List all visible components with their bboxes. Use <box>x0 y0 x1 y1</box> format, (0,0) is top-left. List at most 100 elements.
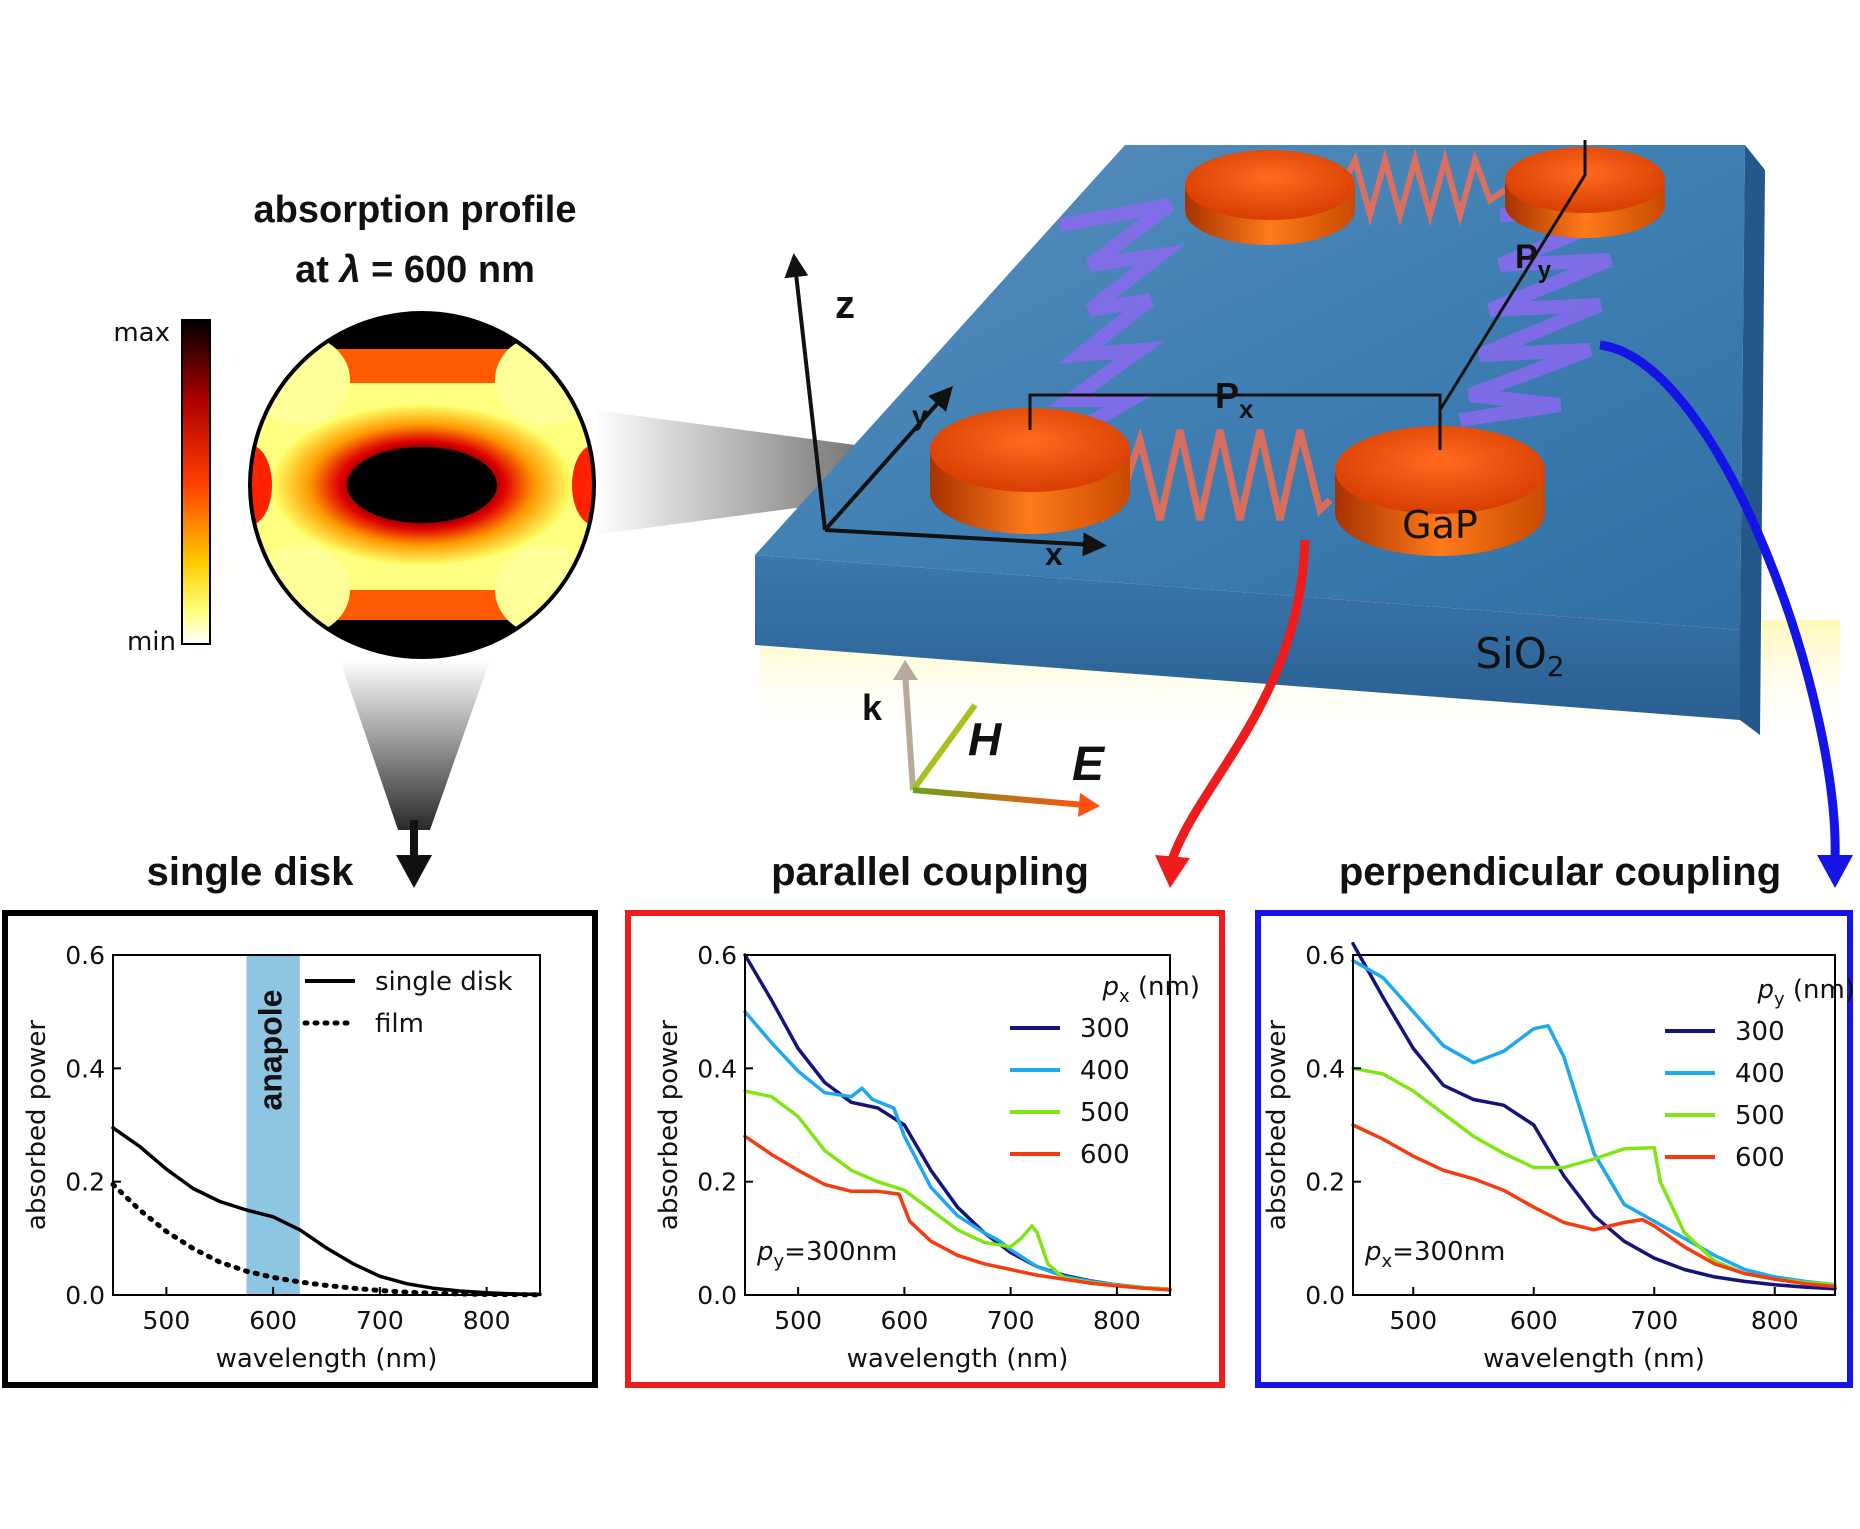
plot-area-frame <box>744 954 1171 1296</box>
field-e-label: E <box>1072 738 1106 791</box>
plot-area-frame <box>112 954 541 1296</box>
disk-material-label: GaP <box>1402 503 1478 547</box>
px-bracket <box>1028 393 1442 450</box>
disk-top-left <box>1185 150 1355 245</box>
chart-panel-2: parallel coupling 0.0 0.2 0.4 0.6 500 600 700 80… <box>625 850 1225 1388</box>
y-tick-label: 0.4 <box>697 1054 737 1083</box>
zoom-cone-down <box>340 660 490 830</box>
disk-bottom-right <box>1335 426 1545 556</box>
perpendicular-connector-arrow <box>1599 340 1840 861</box>
x-tick-label: 600 <box>881 1306 929 1335</box>
axis-z-label: z <box>835 283 855 327</box>
y-tick-label: 0.2 <box>697 1168 737 1197</box>
legend-label: 500 <box>1080 1098 1130 1128</box>
spring-top-x <box>1337 148 1507 227</box>
x-tick-label: 800 <box>1093 1306 1141 1335</box>
spring-right-y <box>1458 203 1633 427</box>
parallel-connector-arrow <box>1167 539 1310 862</box>
axis-x-label: x <box>1045 536 1063 572</box>
axis-y-label: y <box>912 400 928 431</box>
series-line-600 <box>743 1134 1172 1292</box>
legend-label: 600 <box>1080 1140 1130 1170</box>
chart-frame <box>2 910 598 1388</box>
x-axis-label: wavelength (nm) <box>216 1344 438 1374</box>
legend-label: 500 <box>1735 1101 1785 1131</box>
legend-label: 400 <box>1080 1056 1130 1086</box>
field-k-label: k <box>862 687 883 728</box>
axis-z-line <box>784 253 827 531</box>
colorbar-min-label: min <box>127 627 176 657</box>
axis-x-line <box>824 528 1107 557</box>
perpendicular-connector-head <box>1817 855 1853 888</box>
y-tick-label: 0.2 <box>65 1168 105 1197</box>
legend-title: px (nm) <box>1101 972 1200 1007</box>
chart-legend: single disk film <box>302 967 513 1039</box>
legend-label: 400 <box>1735 1059 1785 1089</box>
y-axis-label: absorbed power <box>22 1020 52 1231</box>
field-e-arrow <box>912 787 1086 808</box>
field-k-arrowhead <box>893 660 918 680</box>
y-tick-label: 0.4 <box>1305 1054 1345 1083</box>
x-tick-label: 800 <box>1751 1306 1799 1335</box>
chart-annotation: px=300nm <box>1364 1237 1505 1272</box>
chart-panel-3: perpendicular coupling 0.0 0.2 0.4 0.6 500 600… <box>1255 850 1855 1388</box>
substrate-material-label: SiO2 <box>1475 629 1564 683</box>
charts-row: single disk anapole 0.0 0.2 0.4 0.6 500 600 700 8… <box>2 850 1855 1388</box>
axis-y-line <box>823 386 953 532</box>
legend-title: py (nm) <box>1756 975 1855 1010</box>
nanodisk-illustration: GaP SiO2 z x y Px Py k H E <box>755 140 1853 888</box>
disk-bottom-left <box>930 408 1130 534</box>
series-line-film <box>110 1182 543 1298</box>
chart-legend: px (nm) 300 400 500 600 <box>1010 972 1200 1170</box>
y-axis-label: absorbed power <box>1262 1020 1292 1231</box>
legend-label: film <box>375 1009 424 1039</box>
x-tick-label: 700 <box>987 1306 1035 1335</box>
x-tick-label: 500 <box>774 1306 822 1335</box>
anapole-band-label: anapole <box>253 990 289 1111</box>
chart-title: parallel coupling <box>771 850 1089 894</box>
chart-panel-1: single disk anapole 0.0 0.2 0.4 0.6 500 600 700 8… <box>2 850 598 1388</box>
x-tick-label: 700 <box>356 1306 404 1335</box>
x-tick-label: 700 <box>1630 1306 1678 1335</box>
py-label: Py <box>1515 238 1552 284</box>
field-k-arrow <box>902 671 916 791</box>
chart-annotation: py=300nm <box>756 1237 897 1272</box>
px-label: Px <box>1215 375 1254 424</box>
field-e-arrowhead <box>1078 793 1100 817</box>
colorbar <box>181 319 211 645</box>
legend-label: 300 <box>1735 1017 1785 1047</box>
chart-frame <box>1255 910 1853 1388</box>
x-tick-label: 500 <box>1389 1306 1437 1335</box>
series-line-600 <box>1351 1123 1837 1289</box>
zoom-arrow-head <box>396 855 432 888</box>
field-h-arrow <box>910 703 978 792</box>
x-tick-label: 600 <box>249 1306 297 1335</box>
anapole-band <box>246 955 300 1295</box>
profile-title-line1: absorption profile <box>254 189 577 231</box>
zoom-cone-right <box>594 410 930 535</box>
substrate-front-face <box>755 555 1740 720</box>
chart-title: perpendicular coupling <box>1339 850 1781 894</box>
substrate-side-face <box>1740 145 1765 735</box>
series-line-300 <box>1351 941 1837 1291</box>
y-tick-label: 0.4 <box>65 1054 105 1083</box>
parallel-connector-head <box>1155 855 1190 888</box>
y-tick-label: 0.0 <box>697 1281 737 1310</box>
chart-title: single disk <box>147 850 354 894</box>
field-h-label: H <box>968 713 1002 765</box>
legend-label: 300 <box>1080 1014 1130 1044</box>
plot-area-frame <box>1352 954 1836 1296</box>
x-axis-label: wavelength (nm) <box>1483 1344 1705 1374</box>
spring-bottom-x <box>1097 427 1333 523</box>
chart-legend: py (nm) 300 400 500 600 <box>1665 975 1855 1173</box>
x-axis-label: wavelength (nm) <box>847 1344 1069 1374</box>
y-tick-label: 0.0 <box>1305 1281 1345 1310</box>
py-bracket <box>1438 140 1587 411</box>
series-line-single-disk <box>111 1126 542 1297</box>
y-tick-label: 0.6 <box>1305 941 1345 970</box>
profile-title-line2: at λ = 600 nm <box>295 249 535 291</box>
colorbar-max-label: max <box>113 318 170 348</box>
disk-top-right <box>1505 147 1665 238</box>
x-tick-label: 600 <box>1510 1306 1558 1335</box>
